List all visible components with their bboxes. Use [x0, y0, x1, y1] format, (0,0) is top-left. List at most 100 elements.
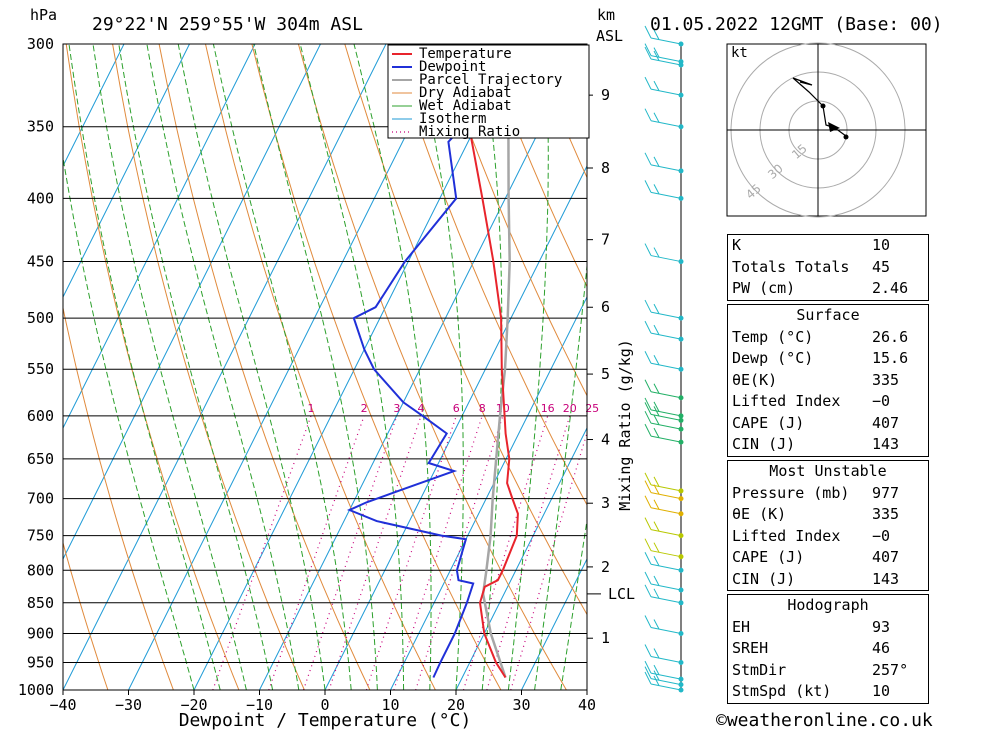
mixing-ratio-labels: 1 2 3 4 6 8 10 16 20 25	[308, 402, 600, 415]
wind-barb-dot	[678, 687, 684, 693]
wind-barb-flag	[653, 476, 660, 487]
wind-barb-flag	[653, 47, 660, 58]
km-tick-label: 1	[601, 629, 610, 647]
location-title: 29°22'N 259°55'W 304m ASL	[92, 14, 363, 35]
row-key: StmDir	[732, 660, 787, 679]
wind-barb-dot	[678, 59, 684, 65]
isotherm-line	[63, 44, 125, 168]
dry-adiabat-line	[437, 44, 587, 397]
km-tick-label: 2	[601, 558, 610, 576]
wind-barb-staff	[650, 191, 682, 199]
mixing-ratio-label: 1	[308, 402, 315, 415]
row-key: PW (cm)	[732, 279, 796, 297]
mixing-ratio-label: 8	[479, 402, 486, 415]
row-value: 335	[872, 505, 900, 523]
hodograph-table: Hodograph EH 93 SREH 46 StmDir 257° StmSpd …	[727, 594, 929, 704]
wind-barb	[644, 152, 684, 174]
hpa-unit: hPa	[30, 6, 57, 24]
x-tick-label: −30	[115, 696, 142, 714]
km-tick-label: 6	[601, 298, 610, 316]
wind-barb-flag	[644, 152, 652, 166]
wind-barb-dot	[678, 630, 684, 636]
wind-barb-flag	[653, 184, 660, 195]
km-tick-label: 5	[601, 365, 610, 383]
pressure-tick-label: 500	[27, 309, 54, 327]
temperature-axis: −40 −30 −20 −10 0 10 20 30 40	[49, 690, 596, 714]
table-row: θE(K) 335	[728, 370, 928, 392]
hodograph-point	[820, 103, 826, 109]
row-value: 2.46	[872, 279, 909, 297]
x-axis-label: Dewpoint / Temperature (°C)	[179, 710, 472, 731]
row-value: 143	[872, 435, 900, 453]
row-key: θE(K)	[732, 370, 778, 389]
row-key: Lifted Index	[732, 526, 841, 545]
wet-adiabat-line	[177, 44, 326, 690]
wind-barb-staff	[650, 484, 682, 492]
wind-barb	[644, 379, 684, 401]
isotherm-line	[63, 44, 387, 690]
table-row: Dewp (°C) 15.6	[728, 348, 928, 370]
table-row: CAPE (J) 407	[728, 547, 928, 569]
wind-barb-flag	[653, 414, 660, 425]
wind-barb	[644, 402, 684, 423]
row-value: 10	[872, 236, 891, 254]
wind-barb	[644, 423, 684, 445]
pressure-axis: 300 350 400 450 500 550 600 650 700 750 800 850 900 9…	[18, 35, 54, 699]
pressure-tick-label: 1000	[18, 681, 54, 699]
footer-credit: ©weatheronline.co.uk	[716, 710, 933, 731]
wind-barb-staff	[650, 507, 682, 515]
index-table: K 10 Totals Totals 45 PW (cm) 2.46	[727, 234, 929, 301]
wind-barb-flag	[644, 495, 652, 508]
wind-barb-flag	[653, 670, 660, 681]
wind-barb-flag	[644, 552, 652, 565]
wind-barb	[644, 495, 684, 517]
row-key: Pressure (mb)	[732, 483, 850, 502]
wind-barb	[644, 410, 684, 432]
table-row: StmSpd (kt) 10	[728, 681, 928, 703]
legend-parcel: Parcel Trajectory	[419, 72, 562, 88]
wind-barb-flag	[653, 427, 660, 438]
wind-barb	[644, 180, 684, 201]
wind-barb-flag	[644, 25, 652, 39]
hodograph: kt 15 30 45	[726, 42, 927, 218]
pressure-tick-label: 450	[27, 253, 54, 271]
mixing-ratio-line	[212, 415, 312, 690]
wind-barb-staff	[650, 655, 682, 663]
wind-barb	[644, 76, 684, 98]
wind-barb-dot	[678, 587, 684, 593]
x-tick-label: 30	[512, 696, 530, 714]
wind-barb-flag	[644, 644, 652, 657]
wind-barb-staff	[650, 391, 682, 399]
wind-barb-flag	[644, 299, 652, 313]
legend: Temperature Dewpoint Parcel Trajectory D…	[387, 44, 590, 140]
table-row: SREH 46	[728, 638, 928, 660]
wind-barb-dot	[678, 336, 684, 342]
temperature-curve	[459, 44, 519, 679]
wind-barb-flag	[653, 484, 660, 495]
row-key: Lifted Index	[732, 392, 841, 410]
wind-barb-dot	[678, 676, 684, 682]
wind-barb-staff	[650, 55, 682, 63]
km-tick-label: 7	[601, 231, 610, 249]
section-title: Most Unstable	[769, 462, 887, 480]
pressure-tick-label: 900	[27, 624, 54, 642]
pressure-tick-label: 400	[27, 189, 54, 207]
wind-barb-staff	[650, 492, 682, 500]
km-tick-label: 3	[601, 494, 610, 512]
wet-adiabat-line	[299, 44, 405, 690]
mixing-ratio-label: 25	[585, 402, 599, 415]
wind-barb-flag	[653, 664, 660, 675]
mixing-ratio-label: 16	[541, 402, 555, 415]
row-key: EH	[732, 617, 751, 636]
wind-barb-flag	[644, 472, 652, 486]
wind-barb	[644, 644, 684, 665]
wind-barb	[644, 397, 684, 419]
dry-adiabat-line	[949, 44, 1000, 690]
wind-barb-dot	[678, 496, 684, 502]
wet-adiabat-line	[68, 44, 221, 690]
wind-barb-staff	[650, 164, 682, 172]
wind-barb	[644, 299, 684, 321]
wind-barb-staff	[650, 626, 682, 634]
wind-barb-dot	[678, 533, 684, 539]
wind-barb-flag	[653, 354, 660, 365]
